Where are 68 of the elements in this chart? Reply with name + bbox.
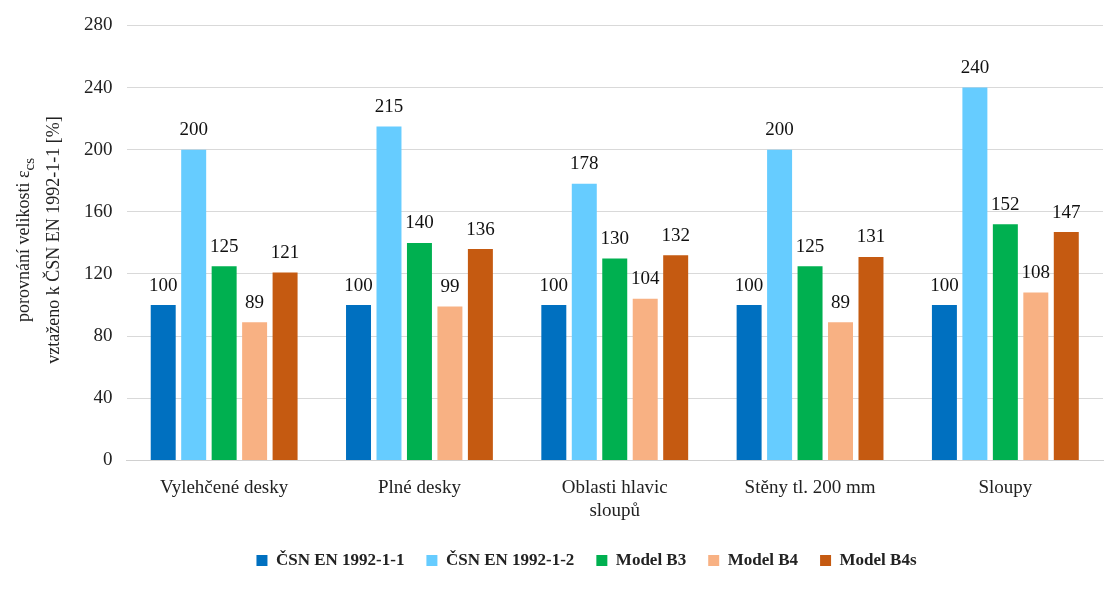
data-label: 136 (466, 217, 495, 239)
data-label: 89 (245, 290, 265, 312)
y-tick-label: 200 (84, 137, 113, 159)
data-label: 132 (661, 223, 690, 245)
data-label: 215 (374, 94, 404, 116)
bar (242, 322, 268, 460)
data-label: 125 (795, 234, 825, 256)
legend-label: Model B3 (615, 549, 687, 569)
bar (736, 305, 762, 460)
legend-label: ČSN EN 1992-1-1 (275, 549, 405, 569)
bar (467, 249, 493, 460)
data-label: 121 (270, 240, 300, 262)
data-label: 147 (1052, 200, 1081, 222)
bar (663, 255, 689, 460)
x-tick-label: Vylehčené desky (160, 475, 289, 497)
bar (181, 149, 207, 460)
data-label: 108 (1021, 261, 1051, 283)
data-label: 130 (600, 226, 629, 248)
data-label: 100 (344, 273, 373, 295)
bar (962, 87, 988, 460)
y-tick-label: 120 (84, 261, 113, 283)
bar (767, 149, 793, 460)
y-tick-label: 160 (84, 199, 113, 221)
y-tick-label: 80 (93, 324, 113, 346)
data-label: 178 (570, 152, 599, 174)
x-tick-label: Plné desky (378, 475, 462, 497)
bar (211, 266, 237, 460)
bar (272, 272, 298, 460)
bar (797, 266, 823, 460)
y-tick-label: 240 (84, 75, 113, 97)
bar (858, 256, 884, 460)
data-label: 200 (765, 118, 794, 140)
legend-label: ČSN EN 1992-1-2 (445, 549, 575, 569)
bar (346, 305, 372, 460)
data-label: 100 (930, 273, 959, 295)
data-label: 89 (831, 290, 851, 312)
x-tick-label: Oblasti hlavic sloupů (561, 475, 668, 520)
y-tick-label: 40 (93, 386, 113, 408)
bar (406, 242, 432, 460)
bar (571, 183, 597, 460)
data-label: 131 (856, 225, 886, 247)
bar (602, 258, 628, 460)
data-label: 140 (405, 211, 434, 233)
bar (150, 305, 176, 460)
data-label: 200 (179, 118, 208, 140)
bar (437, 306, 463, 460)
bar (828, 322, 854, 460)
data-label: 125 (209, 234, 239, 256)
y-tick-label: 0 (103, 448, 113, 470)
bar (376, 126, 402, 460)
bar (541, 305, 567, 460)
legend-label: Model B4 (727, 549, 799, 569)
x-tick-label: Stěny tl. 200 mm (744, 475, 876, 497)
data-label: 100 (734, 273, 764, 295)
bar (931, 305, 957, 460)
bar (1053, 232, 1079, 460)
data-label: 152 (991, 192, 1020, 214)
data-label: 240 (960, 56, 990, 78)
bar (992, 224, 1018, 460)
x-tick-label: Sloupy (978, 475, 1033, 497)
bar (632, 298, 658, 460)
data-label: 100 (148, 273, 178, 295)
data-label: 104 (630, 267, 660, 289)
legend-label: Model B4s (839, 549, 917, 569)
data-label: 99 (440, 275, 460, 297)
data-label: 100 (539, 273, 569, 295)
bar (1023, 292, 1049, 460)
y-tick-label: 280 (84, 13, 113, 35)
